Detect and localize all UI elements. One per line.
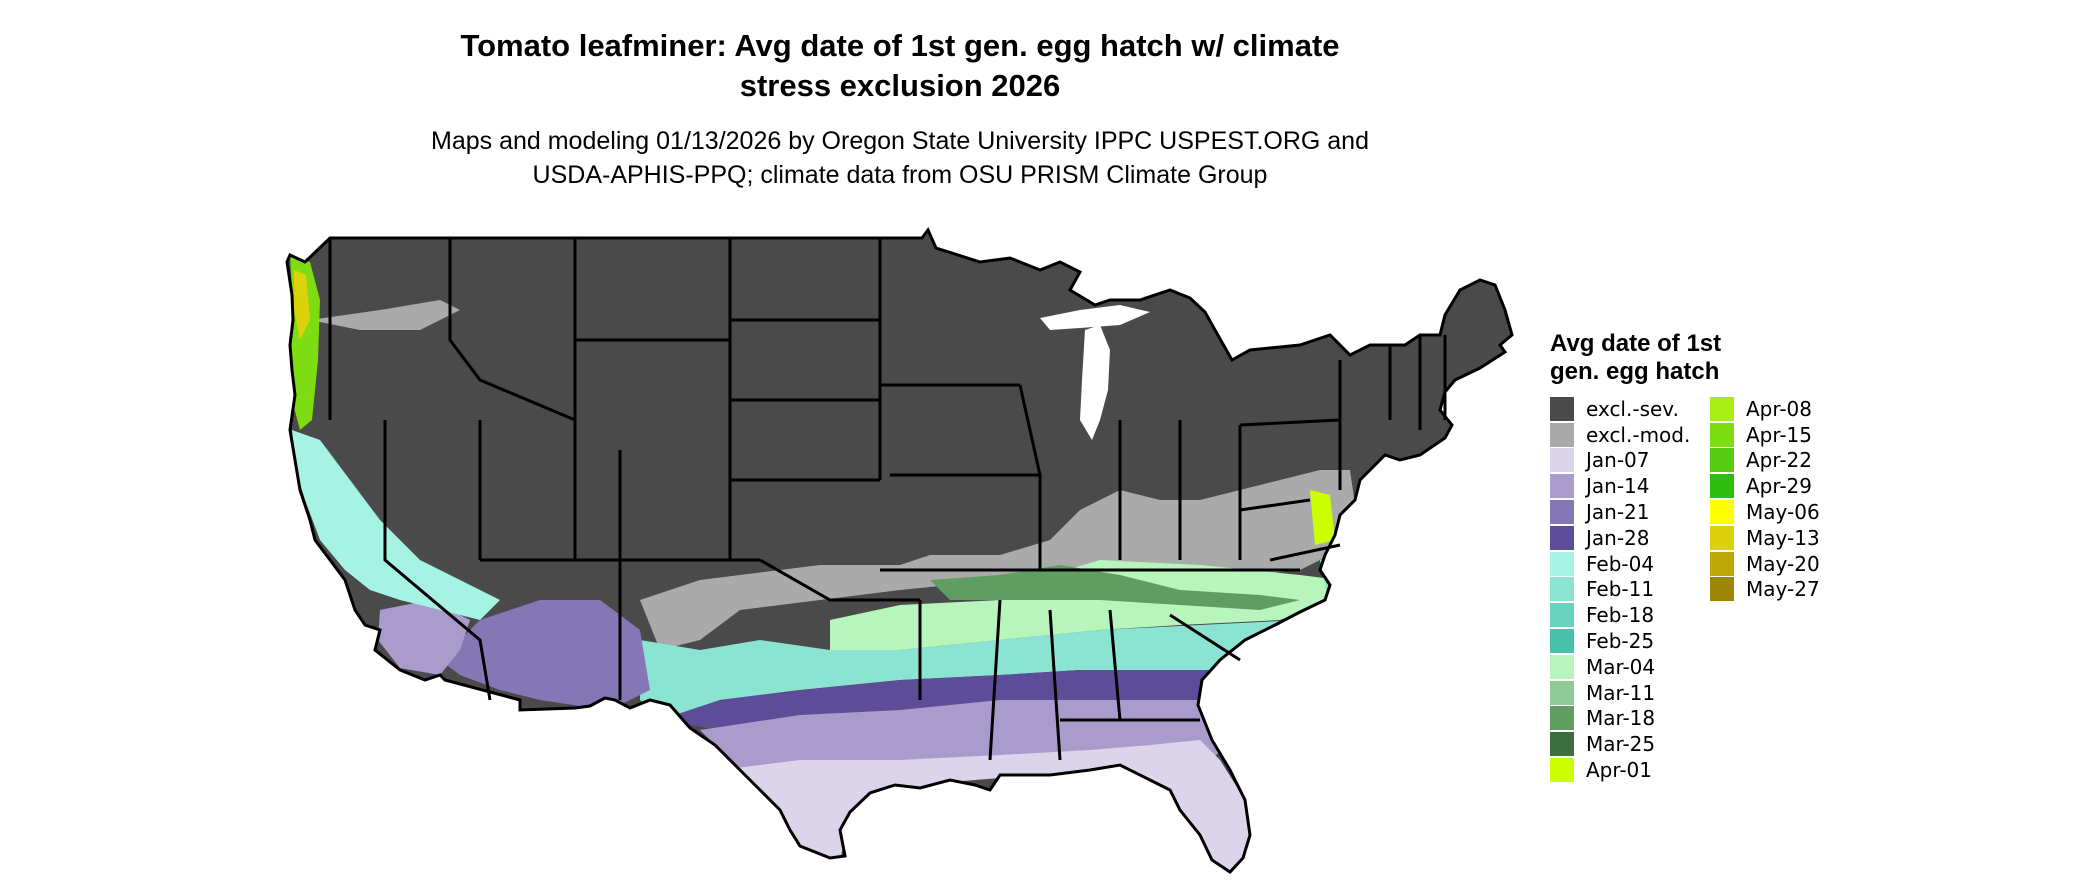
legend-label: excl.-mod. bbox=[1586, 422, 1691, 447]
legend-item: Feb-18 bbox=[1550, 602, 1710, 628]
legend-label: Apr-01 bbox=[1586, 758, 1652, 783]
legend-item: Mar-25 bbox=[1550, 731, 1710, 757]
band-excl-mod-nw bbox=[310, 300, 460, 330]
legend-column-1: excl.-sev. excl.-mod. Jan-07 Jan-14 Jan-21 Ja… bbox=[1550, 396, 1710, 783]
legend-label: Apr-15 bbox=[1746, 422, 1812, 447]
legend-label: Mar-25 bbox=[1586, 732, 1656, 757]
band-mar bbox=[830, 560, 1340, 660]
legend-item: Mar-04 bbox=[1550, 654, 1710, 680]
legend-item: Feb-25 bbox=[1550, 628, 1710, 654]
legend-item: May-27 bbox=[1710, 577, 1870, 603]
legend-swatch bbox=[1710, 500, 1734, 525]
title-line-1: Tomato leafminer: Avg date of 1st gen. e… bbox=[460, 28, 1340, 63]
legend-swatch bbox=[1710, 422, 1734, 447]
legend-item: Apr-01 bbox=[1550, 757, 1710, 783]
us-map bbox=[285, 228, 1514, 874]
lake-superior bbox=[1040, 305, 1150, 330]
legend-item: Apr-08 bbox=[1710, 396, 1870, 422]
legend-item: Jan-07 bbox=[1550, 448, 1710, 474]
legend-swatch bbox=[1710, 551, 1734, 576]
legend-column-2: Apr-08 Apr-15 Apr-22 Apr-29 May-06 May-13 May-… bbox=[1710, 396, 1870, 783]
legend-swatch bbox=[1550, 758, 1574, 783]
map-legend: Avg date of 1st gen. egg hatch excl.-sev… bbox=[1550, 330, 1880, 783]
legend-item: May-06 bbox=[1710, 499, 1870, 525]
legend-label: Apr-22 bbox=[1746, 448, 1812, 473]
legend-label: Jan-07 bbox=[1586, 448, 1650, 473]
legend-swatch bbox=[1550, 551, 1574, 576]
legend-swatch bbox=[1710, 577, 1734, 602]
legend-label: Mar-18 bbox=[1586, 706, 1656, 731]
legend-label: Jan-14 bbox=[1586, 474, 1650, 499]
band-sw-purple bbox=[440, 600, 650, 706]
legend-swatch bbox=[1550, 396, 1574, 421]
legend-swatch bbox=[1550, 654, 1574, 679]
legend-item: excl.-mod. bbox=[1550, 422, 1710, 448]
legend-columns: excl.-sev. excl.-mod. Jan-07 Jan-14 Jan-21 Ja… bbox=[1550, 396, 1880, 783]
band-sw-light bbox=[378, 600, 470, 675]
title-line-2: stress exclusion 2026 bbox=[739, 68, 1061, 103]
legend-item: excl.-sev. bbox=[1550, 396, 1710, 422]
subtitle-line-1: Maps and modeling 01/13/2026 by Oregon S… bbox=[431, 127, 1369, 155]
legend-label: Jan-28 bbox=[1586, 525, 1650, 550]
band-ca-teal bbox=[292, 430, 500, 620]
legend-label: May-20 bbox=[1746, 551, 1820, 576]
subtitle-line-2: USDA-APHIS-PPQ; climate data from OSU PR… bbox=[532, 161, 1268, 189]
legend-label: Feb-18 bbox=[1586, 603, 1655, 628]
state-borders bbox=[285, 228, 1514, 874]
legend-label: Apr-29 bbox=[1746, 474, 1812, 499]
map-title: Tomato leafminer: Avg date of 1st gen. e… bbox=[330, 26, 1470, 106]
legend-swatch bbox=[1550, 680, 1574, 705]
legend-label: Feb-11 bbox=[1586, 577, 1655, 602]
legend-swatch bbox=[1550, 603, 1574, 628]
legend-label: Apr-08 bbox=[1746, 396, 1812, 421]
legend-label: May-13 bbox=[1746, 525, 1820, 550]
legend-swatch bbox=[1710, 396, 1734, 421]
band-ec-yellow bbox=[1310, 490, 1335, 545]
legend-swatch bbox=[1550, 577, 1574, 602]
legend-label: May-27 bbox=[1746, 577, 1820, 602]
band-jan-28 bbox=[660, 660, 1280, 730]
legend-swatch bbox=[1550, 448, 1574, 473]
legend-swatch bbox=[1550, 422, 1574, 447]
legend-item: Feb-11 bbox=[1550, 577, 1710, 603]
legend-label: Mar-11 bbox=[1586, 680, 1656, 705]
lake-michigan bbox=[1080, 325, 1110, 440]
legend-item: May-13 bbox=[1710, 525, 1870, 551]
map-subtitle: Maps and modeling 01/13/2026 by Oregon S… bbox=[330, 124, 1470, 192]
band-mar-dark bbox=[930, 565, 1300, 610]
legend-swatch bbox=[1710, 525, 1734, 550]
legend-item: Jan-28 bbox=[1550, 525, 1710, 551]
band-pnw-yellow bbox=[294, 270, 310, 340]
legend-title: Avg date of 1st gen. egg hatch bbox=[1550, 330, 1850, 386]
legend-swatch bbox=[1550, 706, 1574, 731]
legend-label: Jan-21 bbox=[1586, 500, 1650, 525]
legend-item: Feb-04 bbox=[1550, 551, 1710, 577]
band-feb bbox=[640, 610, 1345, 720]
legend-swatch bbox=[1550, 525, 1574, 550]
legend-item: Jan-21 bbox=[1550, 499, 1710, 525]
legend-title-line-1: Avg date of 1st bbox=[1550, 330, 1722, 357]
legend-title-line-2: gen. egg hatch bbox=[1550, 358, 1720, 385]
legend-swatch bbox=[1550, 732, 1574, 757]
legend-swatch bbox=[1550, 629, 1574, 654]
legend-label: Feb-25 bbox=[1586, 629, 1655, 654]
legend-label: Mar-04 bbox=[1586, 654, 1656, 679]
band-jan-07 bbox=[720, 740, 1250, 872]
legend-label: excl.-sev. bbox=[1586, 396, 1679, 421]
legend-swatch bbox=[1550, 474, 1574, 499]
legend-item: Mar-11 bbox=[1550, 680, 1710, 706]
legend-swatch bbox=[1550, 500, 1574, 525]
legend-swatch bbox=[1710, 474, 1734, 499]
legend-label: Feb-04 bbox=[1586, 551, 1655, 576]
legend-item: Jan-14 bbox=[1550, 473, 1710, 499]
legend-item: Apr-15 bbox=[1710, 422, 1870, 448]
legend-label: May-06 bbox=[1746, 500, 1820, 525]
legend-swatch bbox=[1710, 448, 1734, 473]
legend-item: May-20 bbox=[1710, 551, 1870, 577]
legend-item: Mar-18 bbox=[1550, 706, 1710, 732]
legend-item: Apr-22 bbox=[1710, 448, 1870, 474]
legend-item: Apr-29 bbox=[1710, 473, 1870, 499]
